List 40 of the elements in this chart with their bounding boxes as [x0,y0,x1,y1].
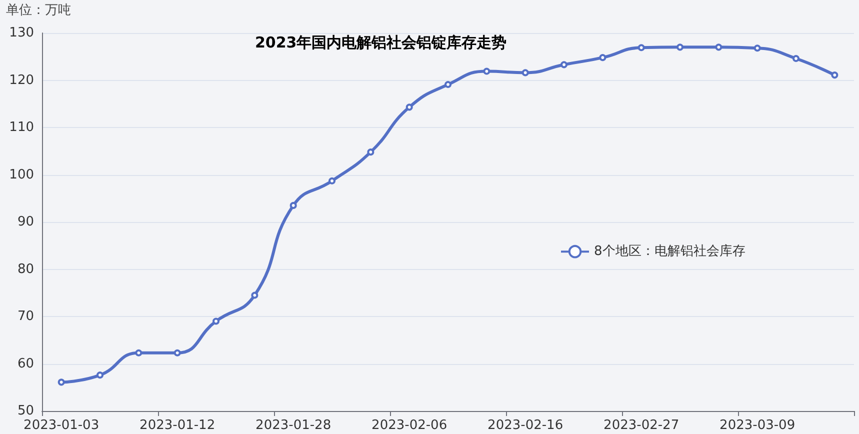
x-tick-label: 2023-01-03 [24,418,100,433]
point [406,104,413,111]
point [560,61,568,68]
chart-title: 2023年国内电解铝社会铝锭库存走势 [255,34,507,52]
x-tick-label: 2023-01-12 [140,418,216,433]
y-tick-label: 60 [17,356,34,372]
y-tick-label: 70 [17,309,34,324]
point [599,54,606,62]
point [251,292,258,299]
point [676,44,684,51]
x-tick-label: 2023-02-06 [372,418,448,433]
point [754,44,761,52]
point [58,378,65,386]
point [328,177,336,184]
point [522,69,529,76]
x-tick-label: 2023-03-09 [720,418,796,433]
point [212,318,220,325]
x-tick-label: 2023-02-27 [604,418,680,433]
x-tick-label: 2023-01-28 [256,418,332,433]
point [715,44,722,51]
y-tick-label: 50 [17,404,34,418]
point [638,44,645,52]
point [174,349,181,356]
legend-label: 8个地区：电解铝社会库存 [594,244,746,260]
point [96,372,104,379]
point [792,55,800,62]
y-tick-label: 80 [17,262,34,277]
x-tick-label: 2023-02-16 [488,418,564,433]
y-tick-label: 120 [9,72,34,88]
y-tick-label: 100 [9,167,34,182]
point [483,68,490,75]
point [444,81,452,88]
point [831,72,838,79]
y-tick-label: 110 [9,120,34,135]
y-tick-label: 90 [17,214,34,230]
point [367,148,374,156]
point [290,202,297,209]
y-tick-label: 130 [9,26,34,40]
point [135,349,142,356]
y-axis-title: 单位：万吨 [6,3,71,18]
